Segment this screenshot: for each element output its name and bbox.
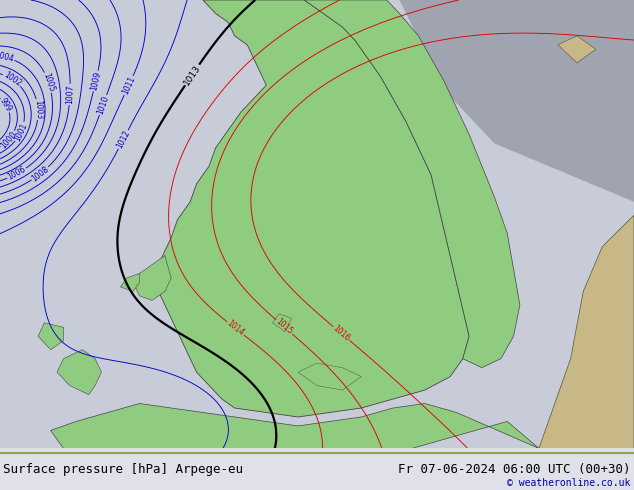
Polygon shape <box>298 363 361 390</box>
Text: 1007: 1007 <box>65 85 75 104</box>
Text: 1004: 1004 <box>0 50 15 64</box>
Text: 1009: 1009 <box>89 71 103 92</box>
Text: 999: 999 <box>0 97 14 114</box>
Polygon shape <box>120 273 139 292</box>
Polygon shape <box>539 215 634 448</box>
Text: © weatheronline.co.uk: © weatheronline.co.uk <box>507 478 631 488</box>
Polygon shape <box>399 0 634 202</box>
Polygon shape <box>0 0 634 448</box>
Text: Fr 07-06-2024 06:00 UTC (00+30): Fr 07-06-2024 06:00 UTC (00+30) <box>398 463 631 476</box>
Text: 1003: 1003 <box>33 99 43 120</box>
Text: 1014: 1014 <box>225 319 246 338</box>
Text: Surface pressure [hPa] Arpege-eu: Surface pressure [hPa] Arpege-eu <box>3 463 243 476</box>
Text: 1012: 1012 <box>115 129 132 150</box>
Polygon shape <box>273 314 292 332</box>
Text: 1001: 1001 <box>13 122 29 143</box>
Text: 1002: 1002 <box>2 71 23 89</box>
Text: 1000: 1000 <box>0 129 18 150</box>
Text: 1006: 1006 <box>6 165 28 182</box>
Text: 1016: 1016 <box>331 324 352 343</box>
Text: 1011: 1011 <box>120 75 137 96</box>
Polygon shape <box>133 256 171 300</box>
Text: 1015: 1015 <box>274 317 294 337</box>
Text: 1010: 1010 <box>96 95 110 116</box>
Text: 1005: 1005 <box>41 72 56 93</box>
Polygon shape <box>38 323 63 350</box>
Polygon shape <box>558 36 596 63</box>
Polygon shape <box>152 0 469 417</box>
Text: 1008: 1008 <box>30 164 51 183</box>
Polygon shape <box>304 0 520 368</box>
Polygon shape <box>57 350 101 394</box>
Polygon shape <box>51 404 539 448</box>
Text: 1013: 1013 <box>182 63 202 87</box>
